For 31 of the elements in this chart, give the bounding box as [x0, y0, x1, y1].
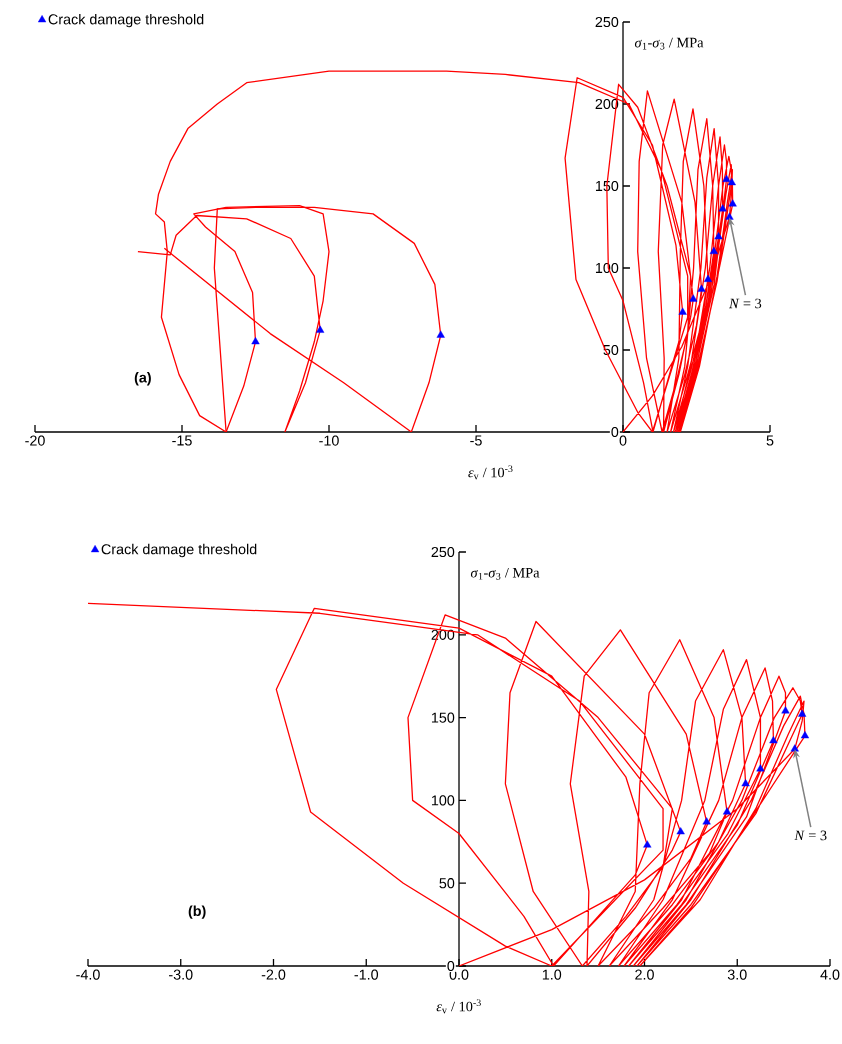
x-tick-label: -15 [172, 435, 192, 446]
y-axis-title: σ$_{1}$-σ$_{3}$ / MPa [634, 37, 704, 50]
x-axis-title: ε$_{v}$ / 10$^{-3}$ [436, 999, 481, 1014]
x-tick-label: -5 [470, 435, 482, 446]
x-tick-label: 4.0 [820, 969, 840, 980]
y-axis-title: σ$_{1}$-σ$_{3}$ / MPa [470, 567, 540, 580]
annotation: (b) [188, 905, 206, 919]
x-tick-label: 5 [766, 435, 774, 446]
x-tick-label: 1.0 [542, 969, 562, 980]
x-tick-label: 2.0 [635, 969, 654, 980]
y-tick-label: 100 [431, 795, 455, 806]
y-tick-label: 50 [439, 878, 455, 889]
y-tick-label: 0 [611, 426, 619, 438]
annotation: N = 3 [794, 830, 827, 841]
x-tick-label: -20 [25, 435, 45, 446]
x-tick-label: -3.0 [169, 969, 193, 980]
x-tick-label: 0 [619, 435, 627, 446]
y-tick-label: 250 [595, 16, 619, 28]
legend-label: Crack damage threshold [101, 543, 257, 558]
legend-label: Crack damage threshold [48, 13, 204, 28]
x-tick-label: 3.0 [727, 969, 747, 980]
annotation: N = 3 [728, 298, 762, 309]
x-tick-label: -2.0 [261, 969, 286, 980]
x-tick-label: -4.0 [76, 969, 100, 980]
x-axis-title: ε$_{v}$ / 10$^{-3}$ [468, 465, 513, 480]
x-tick-label: -10 [319, 435, 339, 446]
y-tick-label: 0 [447, 960, 455, 972]
y-tick-label: 250 [431, 546, 455, 558]
y-tick-label: 150 [431, 712, 455, 723]
annotation: (a) [134, 372, 151, 386]
x-tick-label: -1.0 [354, 969, 379, 980]
